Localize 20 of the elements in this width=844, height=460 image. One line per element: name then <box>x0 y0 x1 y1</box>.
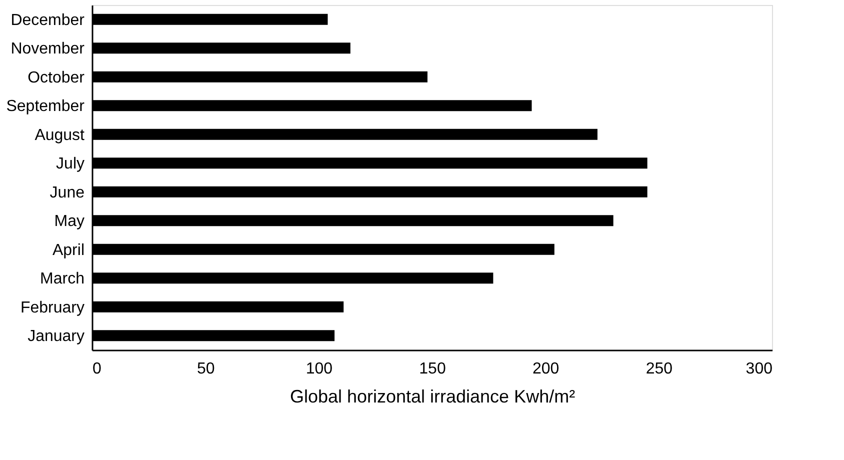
x-tick-label: 100 <box>306 360 333 378</box>
y-tick-label: July <box>56 156 84 173</box>
x-axis-title: Global horizontal irradiance Kwh/m² <box>290 386 576 406</box>
y-tick-label: June <box>50 184 85 202</box>
x-tick-label: 50 <box>196 360 215 378</box>
y-tick-label: March <box>40 270 84 288</box>
y-tick-label: April <box>52 242 84 259</box>
x-tick-label: 300 <box>746 360 773 378</box>
x-tick-label: 250 <box>646 360 673 378</box>
y-tick-label: November <box>10 40 86 58</box>
y-tick-label: May <box>54 213 84 230</box>
y-tick-label: October <box>28 69 86 86</box>
x-tick-label: 150 <box>419 360 446 378</box>
y-tick-label: September <box>6 98 86 116</box>
x-tick-label: 0 <box>92 360 102 378</box>
y-tick-label: December <box>10 12 86 29</box>
y-tick-label: January <box>28 328 84 346</box>
y-tick-label: February <box>20 299 84 316</box>
x-tick-label: 200 <box>532 360 560 378</box>
y-tick-label: August <box>34 126 86 144</box>
